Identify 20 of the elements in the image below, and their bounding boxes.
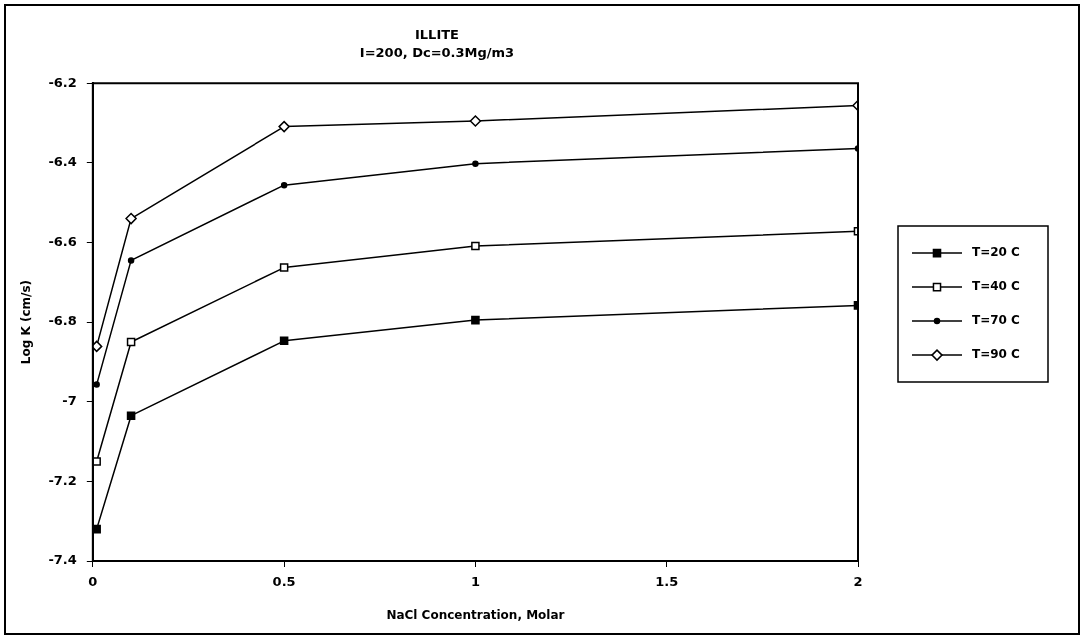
- y-tick-label: -7.2: [48, 472, 77, 488]
- y-tick-label: -7.4: [48, 552, 77, 568]
- y-tick-label: -6.4: [48, 154, 77, 170]
- y-tick-label: -6.6: [48, 233, 77, 249]
- legend-label: T=70 C: [972, 313, 1021, 328]
- y-tick-label: -6.2: [48, 74, 77, 90]
- chart-subtitle: I=200, Dc=0.3Mg/m3: [359, 44, 515, 60]
- x-tick-label: 1: [470, 574, 480, 590]
- x-tick-label: 0.5: [272, 574, 296, 590]
- y-axis-title: Log K (cm/s): [19, 279, 34, 365]
- legend-label: T=90 C: [972, 347, 1021, 362]
- x-tick-label: 0: [88, 574, 98, 590]
- chart-title: ILLITE: [415, 27, 459, 43]
- legend-label: T=20 C: [972, 245, 1021, 260]
- x-tick-label: 1.5: [655, 574, 679, 590]
- legend-label: T=40 C: [972, 279, 1021, 294]
- y-tick-label: -6.8: [48, 313, 77, 329]
- x-tick-label: 2: [853, 574, 863, 590]
- x-axis-title: NaCl Concentration, Molar: [386, 607, 565, 622]
- y-tick-label: -7: [62, 393, 77, 409]
